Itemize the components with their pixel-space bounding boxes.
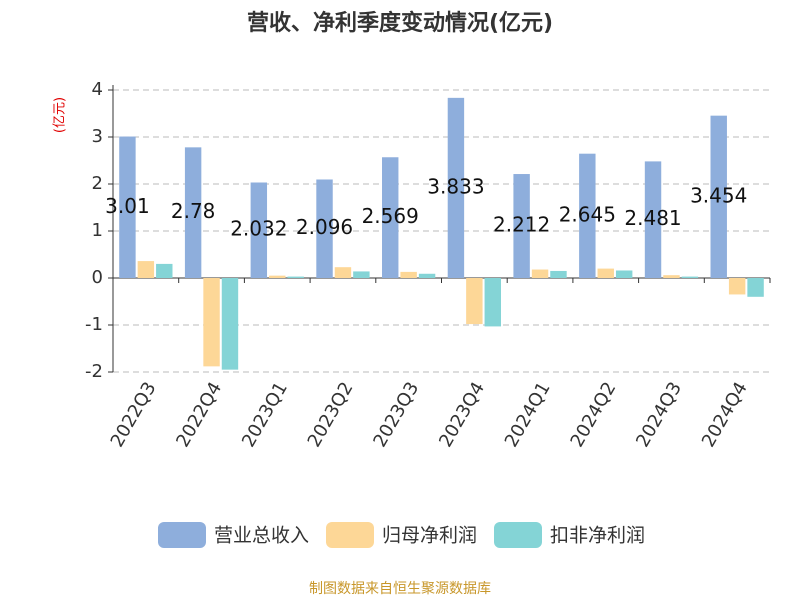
bar <box>550 270 567 278</box>
legend-label: 营业总收入 <box>214 525 309 547</box>
source-note: 制图数据来自恒生聚源数据库 <box>309 581 491 597</box>
x-tick-label: 2024Q2 <box>567 379 621 451</box>
legend-swatch <box>494 522 542 548</box>
y-tick-label: -2 <box>85 361 103 382</box>
bar <box>221 278 239 370</box>
x-tick-label: 2022Q3 <box>107 379 161 451</box>
bar <box>353 271 370 278</box>
legend-label: 归母净利润 <box>382 525 477 547</box>
bar <box>466 278 483 325</box>
bar <box>287 276 304 278</box>
y-tick-label: 1 <box>92 220 103 241</box>
bar <box>513 174 530 278</box>
value-label: 3.01 <box>105 194 150 218</box>
bar <box>203 278 220 367</box>
x-tick-label: 2024Q3 <box>632 379 686 451</box>
y-tick-label: 4 <box>92 79 103 100</box>
legend-swatch <box>158 522 206 548</box>
bar <box>681 276 699 278</box>
bar <box>400 271 417 278</box>
value-label: 2.645 <box>559 202 616 226</box>
x-tick-label: 2023Q2 <box>304 379 358 451</box>
bar <box>728 278 746 295</box>
bar <box>531 269 549 278</box>
bar <box>269 275 286 278</box>
value-label: 2.032 <box>230 217 287 241</box>
value-label: 2.212 <box>493 213 550 237</box>
y-tick-label: 3 <box>92 126 103 147</box>
bar <box>156 263 173 278</box>
bar <box>710 115 727 278</box>
value-label: 2.78 <box>171 199 216 223</box>
bar <box>615 270 633 278</box>
y-tick-label: 0 <box>92 267 103 288</box>
x-tick-label: 2024Q4 <box>698 379 752 451</box>
bar <box>418 273 436 278</box>
chart-title: 营收、净利季度变动情况(亿元) <box>247 10 553 36</box>
bar <box>250 182 268 278</box>
bar <box>644 161 662 278</box>
bar <box>137 261 155 278</box>
legend-label: 扣非净利润 <box>550 525 645 547</box>
value-label: 2.569 <box>362 204 419 228</box>
bar <box>334 267 352 278</box>
y-axis-label: (亿元) <box>53 97 68 133</box>
y-tick-label: -1 <box>85 314 103 335</box>
value-label: 3.833 <box>427 174 484 198</box>
bar <box>579 153 596 278</box>
value-label: 2.481 <box>624 206 681 230</box>
bar <box>747 278 764 297</box>
x-tick-label: 2023Q1 <box>238 379 292 451</box>
x-tick-label: 2023Q4 <box>435 379 489 451</box>
x-tick-label: 2024Q1 <box>501 379 555 451</box>
x-tick-label: 2022Q4 <box>172 379 226 451</box>
bar <box>597 268 614 278</box>
x-tick-label: 2023Q3 <box>369 379 423 451</box>
bar <box>382 157 399 278</box>
bar <box>119 136 136 278</box>
bar <box>447 97 465 278</box>
bar <box>184 147 202 278</box>
value-label: 2.096 <box>296 215 353 239</box>
value-label: 3.454 <box>690 183 747 207</box>
bar <box>316 179 333 278</box>
bar <box>663 275 680 278</box>
legend-swatch <box>326 522 374 548</box>
y-tick-label: 2 <box>92 173 103 194</box>
bar <box>484 278 501 327</box>
